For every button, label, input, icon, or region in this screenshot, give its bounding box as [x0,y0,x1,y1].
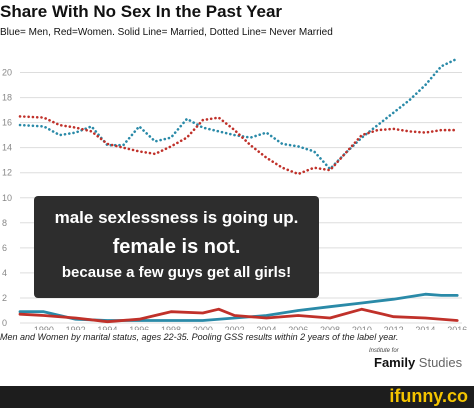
x-tick-label: 1990 [34,325,54,330]
x-tick-label: 2012 [384,325,404,330]
x-tick-label: 1998 [161,325,181,330]
y-tick-label: 2 [2,293,7,303]
source-logo-light: Studies [415,355,463,370]
y-tick-label: 0 [2,318,7,328]
chart-caption: Men and Women by marital status, ages 22… [0,332,399,342]
meme-overlay-box: male sexlessness is going up. female is … [34,196,319,298]
x-tick-label: 2006 [288,325,308,330]
watermark-text: ifunny.co [389,386,468,406]
x-tick-label: 1996 [129,325,149,330]
x-tick-label: 1992 [66,325,86,330]
x-tick-label: 2008 [320,325,340,330]
y-tick-label: 4 [2,268,7,278]
series-lines [18,57,459,324]
y-tick-label: 20 [2,68,12,78]
chart-title: Share With No Sex In the Past Year [0,2,283,21]
y-tick-label: 18 [2,93,12,103]
y-tick-label: 10 [2,193,12,203]
y-tick-label: 12 [2,168,12,178]
series-men-never-married [18,57,459,171]
y-tick-label: 14 [2,143,12,153]
x-tick-label: 2002 [225,325,245,330]
watermark-bar: ifunny.co [0,386,474,408]
x-tick-labels: 1990 1992 1994 1996 1998 2000 2002 2004 2006 2008… [34,325,467,330]
x-tick-label: 2014 [415,325,435,330]
x-tick-label: 2000 [193,325,213,330]
source-note: Institute for [369,348,399,354]
y-tick-label: 16 [2,118,12,128]
x-tick-label: 1994 [97,325,117,330]
x-tick-label: 2010 [352,325,372,330]
series-women-never-married [18,115,459,176]
source-logo-bold: Family [374,355,416,370]
y-tick-label: 6 [2,243,7,253]
x-tick-label: 2016 [447,325,467,330]
y-tick-label: 8 [2,218,7,228]
chart-subtitle: Blue= Men, Red=Women. Solid Line= Marrie… [0,27,333,38]
x-tick-label: 2004 [256,325,276,330]
source-logo: Family Studies [374,355,462,370]
series-women-married [18,307,459,324]
y-tick-labels: 0 2 4 6 8 10 12 14 16 18 20 [2,68,12,328]
overlay-line-3: because a few guys get all girls! [61,264,292,281]
overlay-line-1: male sexlessness is going up. [54,208,299,227]
overlay-line-2: female is not. [112,236,241,258]
